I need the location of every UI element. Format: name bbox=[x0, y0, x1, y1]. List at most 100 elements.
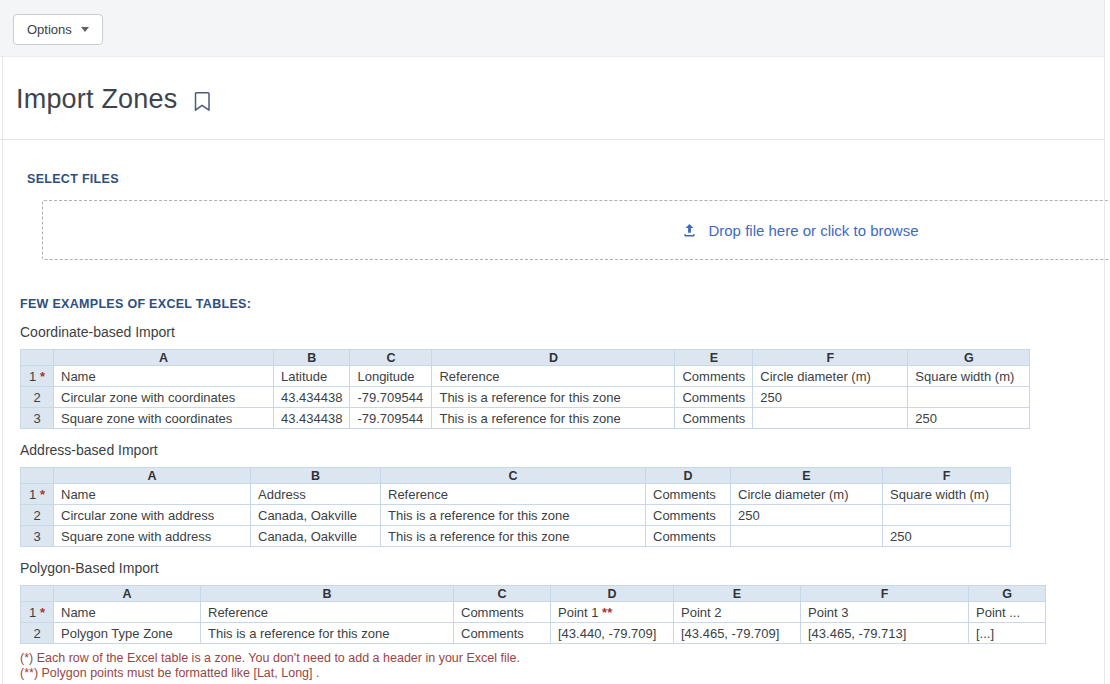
excel-example-table: ABCDEFG1 *NameLatitudeLongitudeReference… bbox=[20, 349, 1030, 429]
row-number-cell: 3 bbox=[21, 408, 54, 429]
examples-heading: FEW EXAMPLES OF EXCEL TABLES: bbox=[20, 297, 1110, 311]
excel-tables: Coordinate-based ImportABCDEFG1 *NameLat… bbox=[20, 324, 1110, 644]
column-header: F bbox=[801, 586, 969, 602]
row-number-cell: 2 bbox=[21, 623, 54, 644]
data-cell: [43.465, -79.713] bbox=[801, 623, 969, 644]
data-cell: Comments bbox=[646, 505, 731, 526]
data-cell: Circle diameter (m) bbox=[753, 366, 908, 387]
column-header: E bbox=[674, 586, 801, 602]
data-cell: Comments bbox=[454, 623, 551, 644]
dropzone-text: Drop file here or click to browse bbox=[708, 222, 918, 239]
data-cell: This is a reference for this zone bbox=[381, 505, 646, 526]
column-header: C bbox=[381, 468, 646, 484]
window-right-edge bbox=[1104, 0, 1105, 684]
data-cell: Comments bbox=[675, 387, 753, 408]
footnote-polygon-note: (**) Polygon points must be formatted li… bbox=[20, 666, 1110, 681]
data-cell: Circle diameter (m) bbox=[731, 484, 883, 505]
table-title: Polygon-Based Import bbox=[20, 560, 1110, 576]
corner-cell bbox=[21, 468, 54, 484]
data-cell: [43.440, -79.709] bbox=[551, 623, 674, 644]
data-cell: Longitude bbox=[350, 366, 432, 387]
data-cell: Name bbox=[54, 366, 274, 387]
data-cell: Comments bbox=[454, 602, 551, 623]
corner-cell bbox=[21, 586, 54, 602]
table-row: 1 *NameReferenceCommentsPoint 1 **Point … bbox=[21, 602, 1046, 623]
select-files-label: SELECT FILES bbox=[27, 172, 1110, 186]
data-cell: Circular zone with coordinates bbox=[54, 387, 274, 408]
upload-icon bbox=[681, 222, 698, 239]
data-cell: 250 bbox=[908, 408, 1030, 429]
data-cell: 250 bbox=[883, 526, 1011, 547]
options-button[interactable]: Options bbox=[13, 14, 103, 45]
data-cell: Reference bbox=[201, 602, 454, 623]
table-row: 2Circular zone with coordinates43.434438… bbox=[21, 387, 1030, 408]
data-cell: [...] bbox=[969, 623, 1046, 644]
data-cell: [43.465, -79.709] bbox=[674, 623, 801, 644]
data-cell: Square width (m) bbox=[908, 366, 1030, 387]
column-header: G bbox=[969, 586, 1046, 602]
data-cell: -79.709544 bbox=[350, 387, 432, 408]
column-header: F bbox=[883, 468, 1011, 484]
table-row: 1 *NameLatitudeLongitudeReferenceComment… bbox=[21, 366, 1030, 387]
options-button-label: Options bbox=[27, 22, 72, 37]
data-cell: Reference bbox=[381, 484, 646, 505]
column-header: C bbox=[350, 350, 432, 366]
bookmark-icon[interactable] bbox=[194, 91, 211, 112]
data-cell bbox=[753, 408, 908, 429]
column-header: B bbox=[274, 350, 350, 366]
window-left-edge bbox=[2, 57, 3, 684]
data-cell: Address bbox=[251, 484, 381, 505]
data-cell: Comments bbox=[675, 408, 753, 429]
row-number-cell: 3 bbox=[21, 526, 54, 547]
excel-example-table: ABCDEF1 *NameAddressReferenceCommentsCir… bbox=[20, 467, 1011, 547]
corner-cell bbox=[21, 350, 54, 366]
data-cell: Square width (m) bbox=[883, 484, 1011, 505]
data-cell: Comments bbox=[646, 526, 731, 547]
data-cell bbox=[883, 505, 1011, 526]
table-row: 2Circular zone with addressCanada, Oakvi… bbox=[21, 505, 1011, 526]
main-content: SELECT FILES Drop file here or click to … bbox=[0, 172, 1110, 682]
row-number-cell: 1 * bbox=[21, 484, 54, 505]
data-cell: Circular zone with address bbox=[54, 505, 251, 526]
data-cell: 250 bbox=[753, 387, 908, 408]
data-cell: Point 3 bbox=[801, 602, 969, 623]
column-header: C bbox=[454, 586, 551, 602]
page-header: Import Zones bbox=[0, 57, 1110, 115]
topbar: Options bbox=[0, 0, 1104, 57]
table-row: 3Square zone with coordinates43.434438-7… bbox=[21, 408, 1030, 429]
row-number-cell: 2 bbox=[21, 387, 54, 408]
table-title: Address-based Import bbox=[20, 442, 1110, 458]
footnotes: (*) Each row of the Excel table is a zon… bbox=[20, 651, 1110, 682]
table-row: 2Polygon Type ZoneThis is a reference fo… bbox=[21, 623, 1046, 644]
data-cell: 43.434438 bbox=[274, 387, 350, 408]
data-cell: Canada, Oakville bbox=[251, 505, 381, 526]
footnote-row-note: (*) Each row of the Excel table is a zon… bbox=[20, 651, 1110, 666]
column-header: E bbox=[675, 350, 753, 366]
page-title: Import Zones bbox=[16, 84, 177, 115]
row-number-cell: 1 * bbox=[21, 366, 54, 387]
column-header: E bbox=[731, 468, 883, 484]
excel-example-table: ABCDEFG1 *NameReferenceCommentsPoint 1 *… bbox=[20, 585, 1046, 644]
data-cell: Reference bbox=[432, 366, 675, 387]
file-dropzone[interactable]: Drop file here or click to browse bbox=[42, 200, 1110, 260]
data-cell: Point 1 ** bbox=[551, 602, 674, 623]
data-cell: 43.434438 bbox=[274, 408, 350, 429]
column-header: D bbox=[551, 586, 674, 602]
data-cell: Square zone with coordinates bbox=[54, 408, 274, 429]
data-cell: This is a reference for this zone bbox=[432, 408, 675, 429]
data-cell: Polygon Type Zone bbox=[54, 623, 201, 644]
column-header: A bbox=[54, 468, 251, 484]
column-header: A bbox=[54, 350, 274, 366]
data-cell: Point ... bbox=[969, 602, 1046, 623]
column-header: A bbox=[54, 586, 201, 602]
data-cell bbox=[731, 526, 883, 547]
data-cell: Square zone with address bbox=[54, 526, 251, 547]
column-header: F bbox=[753, 350, 908, 366]
column-header: B bbox=[201, 586, 454, 602]
data-cell: Comments bbox=[675, 366, 753, 387]
data-cell: -79.709544 bbox=[350, 408, 432, 429]
table-title: Coordinate-based Import bbox=[20, 324, 1110, 340]
row-number-cell: 1 * bbox=[21, 602, 54, 623]
column-header: D bbox=[432, 350, 675, 366]
data-cell: Canada, Oakville bbox=[251, 526, 381, 547]
